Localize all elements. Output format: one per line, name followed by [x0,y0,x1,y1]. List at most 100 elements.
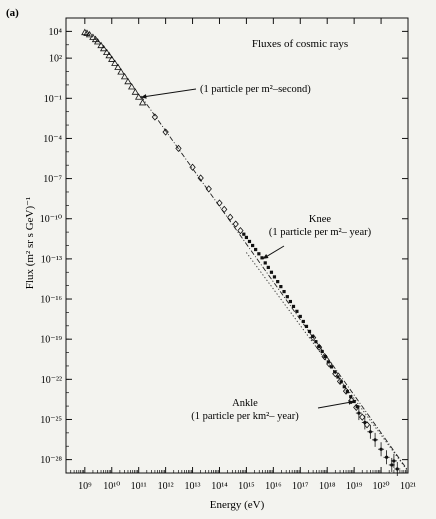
diamond-marker [309,334,317,342]
x-tick-label: 10¹⁷ [292,481,309,492]
axis-ticks: 10⁹ 10¹⁰ 10¹¹ 10¹² 10¹³ 10¹⁴ 10¹⁵ 10¹⁶ 10¹⁷ 10¹⁸ 1… [40,17,416,492]
diamond-marker [151,113,159,121]
y-tick-label: 10⁻²⁵ [40,415,62,426]
cross-marker [379,447,383,451]
cross-marker [384,455,389,459]
annotation-label: Ankle [232,398,258,409]
triangle-marker [117,68,125,75]
square-marker [251,243,255,248]
x-tick-label: 10¹⁰ [103,481,120,492]
diamond-marker [326,360,333,368]
y-tick-label: 10⁻¹⁹ [40,335,62,346]
x-tick-label: 10¹³ [185,481,201,492]
y-tick-label: 10⁻²⁸ [40,455,62,466]
cross-marker [357,411,361,415]
y-tick-label: 10⁻⁴ [43,134,62,145]
diamond-marker [216,199,223,207]
y-tick-label: 10⁻¹ [44,94,62,105]
diamond-marker [221,205,228,213]
triangle-marker [131,88,140,95]
x-tick-label: 10¹⁸ [319,481,336,492]
cross-marker [368,430,372,434]
x-tick-label: 10⁹ [78,481,92,492]
triangle-marker [108,55,116,62]
diamond-marker [232,220,239,228]
square-marker [288,299,293,304]
triangle-marker [93,38,102,45]
triangle-marker [111,59,119,66]
y-tick-label: 10⁻²² [41,375,62,386]
x-tick-label: 10¹¹ [131,481,147,492]
annotation-label: Knee [309,214,331,225]
square-marker [254,247,258,252]
square-marker [329,365,334,369]
diamond-marker [205,185,212,193]
square-marker [263,261,267,265]
square-marker [247,239,252,244]
cross-marker [363,420,367,425]
diamond-marker [359,413,366,421]
square-marker [342,385,346,389]
square-marker [314,340,318,344]
triangle-marker [99,44,108,52]
diamond-marker [342,387,350,395]
square-marker [345,390,349,394]
x-tick-label: 10²¹ [400,481,416,492]
diamond-marker [353,403,360,411]
square-marker [242,232,246,236]
triangle-marker [120,72,129,80]
cross-marker [373,438,377,442]
square-marker [320,349,324,354]
square-marker [266,265,270,270]
square-marker [323,354,327,359]
square-marker [311,334,315,339]
diamond-marker [336,377,344,386]
x-tick-label: 10¹⁵ [238,481,254,492]
square-marker [244,235,249,240]
square-marker [339,380,343,384]
square-marker [355,405,359,409]
y-tick-label: 10⁻¹³ [41,254,62,265]
diamond-marker [332,370,339,378]
diamond-marker [321,352,328,361]
square-marker [301,319,305,324]
annotation-label: (1 particle per km²– year) [191,411,299,422]
diamond-marker [189,163,196,171]
triangle-marker [97,41,105,49]
square-marker [272,275,277,279]
annotation-label: (1 particle per m²– year) [269,227,372,238]
annotation-arrow [140,88,197,98]
diamond-marker [162,128,169,136]
arrow-head [140,94,147,99]
square-marker [279,284,283,289]
cross-marker [395,467,399,471]
x-tick-label: 10¹⁹ [346,481,363,492]
square-marker [295,309,299,313]
triangle-marker [134,93,143,100]
square-marker [276,280,280,284]
arrow-head [262,254,269,259]
triangle-marker [128,82,136,90]
x-axis-label: Energy (eV) [210,499,265,511]
annotations: (1 particle per m²–second) Knee (1 particl… [140,84,372,422]
y-tick-label: 10⁴ [49,27,63,38]
diamond-marker [315,343,323,351]
triangle-marker [103,48,111,55]
reference-line [140,95,409,471]
triangle-marker [138,98,147,106]
diamond-marker [227,213,234,221]
triangle-marker [124,77,132,85]
triangle-marker [89,33,97,40]
square-marker [336,375,340,379]
x-tick-label: 10¹² [158,481,174,492]
square-marker [260,256,264,260]
triangle-marker [114,63,122,70]
y-tick-label: 10⁻⁷ [43,174,62,185]
square-marker [317,344,321,349]
square-marker [307,329,312,334]
x-tick-label: 10²⁰ [373,481,390,492]
y-tick-label: 10⁻¹⁰ [40,214,62,225]
x-tick-label: 10¹⁶ [265,481,282,492]
cross-marker [390,463,394,467]
arrow-head [348,400,355,405]
